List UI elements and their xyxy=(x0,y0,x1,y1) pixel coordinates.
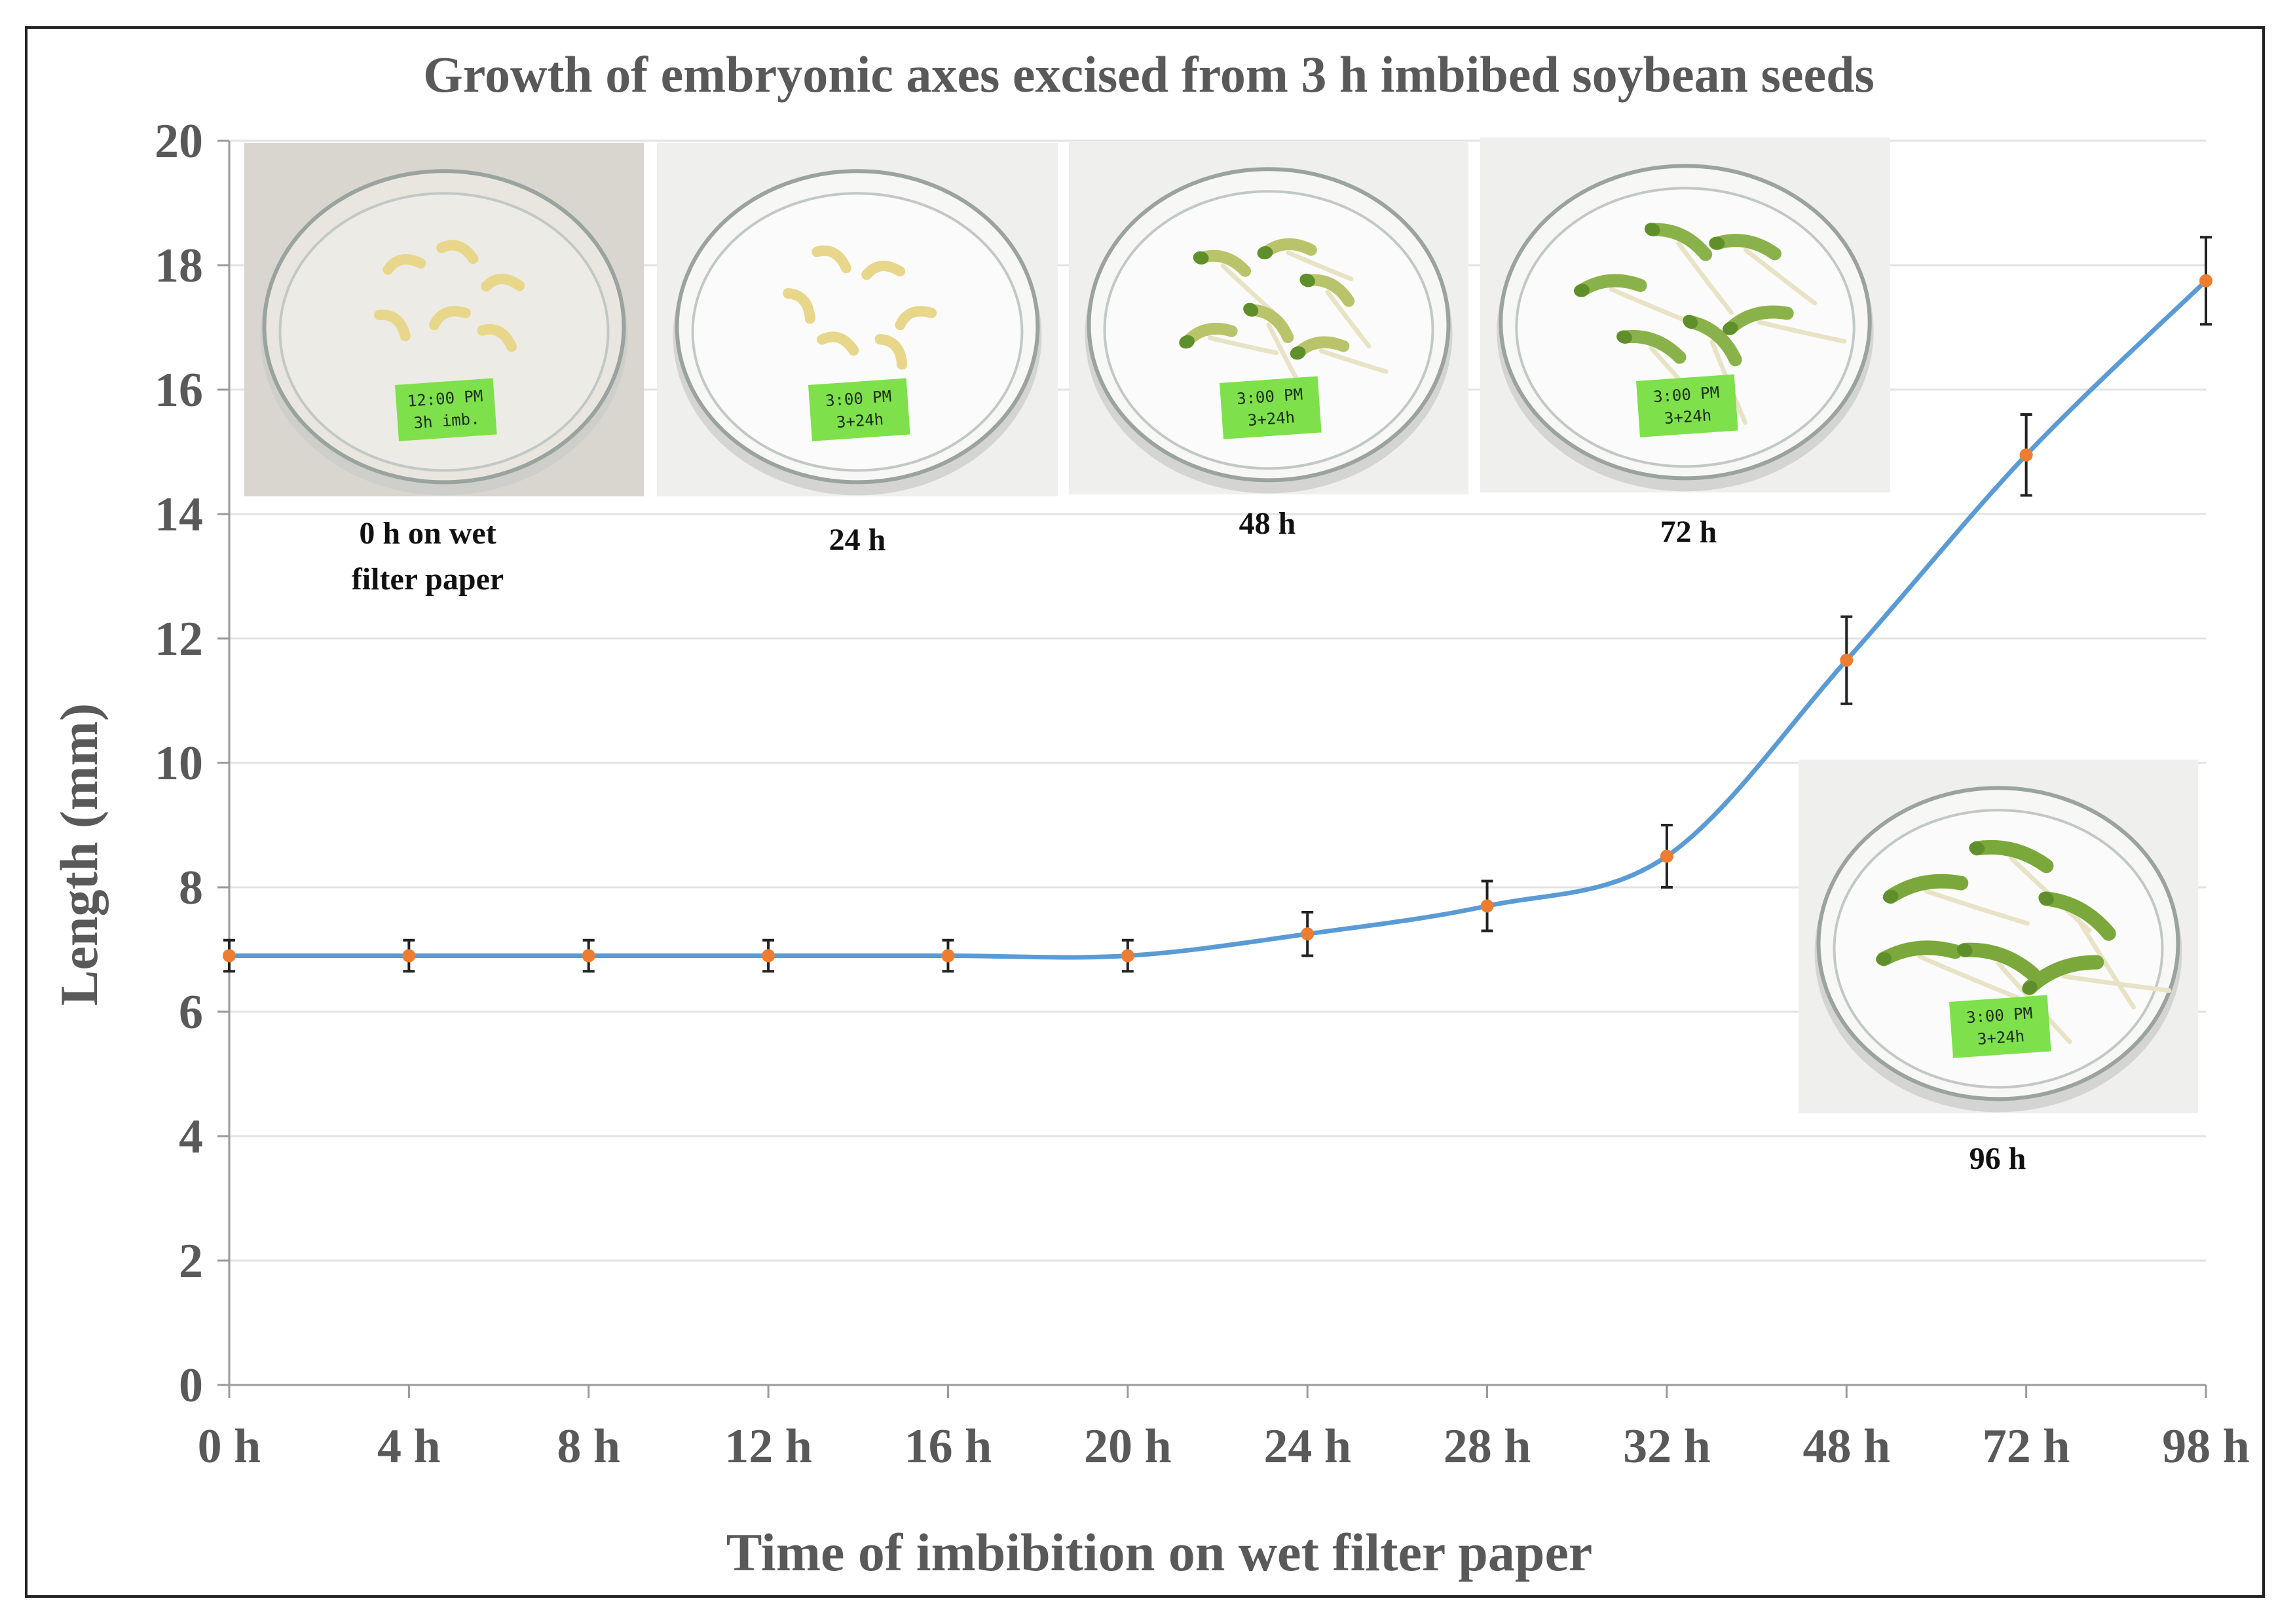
y-tick-label: 0 xyxy=(179,1359,203,1412)
photo-caption-48h: 48 h xyxy=(1169,501,1366,547)
x-tick-label: 98 h xyxy=(2162,1420,2250,1473)
petri-photo-96h: 3:00 PM 3+24h xyxy=(1799,760,2198,1113)
embryonic-axis xyxy=(1257,238,1354,282)
embryonic-axis xyxy=(1709,234,1818,306)
data-point xyxy=(1301,927,1315,941)
x-tick-label: 32 h xyxy=(1623,1420,1711,1473)
dish-label: 3:00 PM3+24h xyxy=(1220,376,1322,439)
data-point xyxy=(941,949,955,963)
petri-photo-24h: 3:00 PM 3+24h xyxy=(657,143,1058,496)
data-point xyxy=(402,949,416,963)
y-tick-label: 6 xyxy=(179,986,203,1039)
embryonic-axis xyxy=(817,331,859,356)
caption-line: filter paper xyxy=(351,561,504,597)
embryonic-axis xyxy=(436,240,479,265)
embryonic-axis xyxy=(783,288,815,324)
y-tick-label: 4 xyxy=(179,1110,203,1164)
embryonic-axis xyxy=(481,274,525,292)
dish-label: 3:00 PM3+24h xyxy=(808,378,910,441)
y-tick-label: 20 xyxy=(155,115,203,168)
data-point xyxy=(223,949,236,963)
x-tick-label: 16 h xyxy=(905,1420,992,1473)
embryonic-axis xyxy=(1574,274,1694,325)
label-text: 3+24h xyxy=(1247,408,1296,430)
caption-line: 48 h xyxy=(1239,506,1296,541)
embryonic-axis xyxy=(1722,305,1847,344)
y-tick-label: 14 xyxy=(155,488,203,542)
petri-dish-drawing: 3:00 PM3+24h xyxy=(1799,760,2198,1113)
label-text: 3+24h xyxy=(836,410,884,432)
embryonic-axis xyxy=(1290,336,1389,374)
figure-frame xyxy=(25,26,2265,1598)
x-axis: 0 h 4 h 8 h 12 h 16 h 20 h 24 h 28 h 32 h 48 h 72 … xyxy=(198,1384,2250,1473)
embryonic-axis xyxy=(895,306,937,331)
x-tick-label: 24 h xyxy=(1263,1420,1351,1473)
embryonic-axis xyxy=(1193,249,1275,314)
petri-photo-72h: 3:00 PM 3+24h xyxy=(1480,138,1890,492)
petri-photo-48h: 3:00 PM 3+24h xyxy=(1069,141,1468,494)
x-tick-label: 4 h xyxy=(377,1420,441,1473)
embryonic-axis xyxy=(874,334,908,370)
chart-title: Growth of embryonic axes excised from 3 … xyxy=(423,46,1875,103)
data-point xyxy=(1660,849,1673,863)
y-tick-label: 10 xyxy=(155,737,203,790)
caption-line: 24 h xyxy=(829,523,886,557)
data-point xyxy=(582,949,595,963)
caption-line: 72 h xyxy=(1660,515,1717,549)
y-tick-label: 18 xyxy=(155,239,203,293)
x-tick-label: 72 h xyxy=(1983,1420,2070,1473)
embryonic-axis xyxy=(2022,955,2172,995)
label-text: 3+24h xyxy=(1977,1027,2025,1048)
embryonic-axis xyxy=(812,245,851,274)
embryonic-axis xyxy=(2038,891,2136,1010)
x-tick-label: 12 h xyxy=(724,1420,812,1473)
embryonic-axis xyxy=(1299,273,1371,349)
x-tick-label: 28 h xyxy=(1444,1420,1531,1473)
caption-line: 0 h on wet xyxy=(359,516,496,551)
data-point xyxy=(1121,949,1134,963)
y-axis: 0 2 4 6 8 10 12 14 16 18 20 xyxy=(155,115,231,1412)
embryonic-axis xyxy=(1876,940,2021,1001)
embryonic-axis xyxy=(1882,874,2030,926)
embryonic-axis xyxy=(861,261,905,280)
embryonic-axis xyxy=(374,309,411,342)
x-axis-label: Time of imbibition on wet filter paper xyxy=(726,1522,1593,1582)
data-point xyxy=(1840,654,1854,667)
label-text: 3+24h xyxy=(1664,406,1712,428)
photo-caption-0h: 0 h on wet filter paper xyxy=(310,511,546,602)
embryonic-axis xyxy=(477,323,517,352)
petri-photo-0h: 12:00 PM 3h imb. xyxy=(244,143,644,496)
data-point xyxy=(2019,448,2033,462)
petri-dish-drawing: 3:00 PM3+24h xyxy=(1069,141,1468,494)
caption-line: 96 h xyxy=(1969,1141,2026,1176)
y-tick-label: 2 xyxy=(179,1234,203,1288)
dish-label: 3:00 PM3+24h xyxy=(1636,374,1738,437)
data-point xyxy=(2199,274,2212,287)
x-tick-label: 8 h xyxy=(557,1420,620,1473)
y-tick-label: 16 xyxy=(155,363,203,417)
x-tick-label: 0 h xyxy=(198,1420,261,1473)
petri-dish-drawing: 3:00 PM3+24h xyxy=(1480,138,1890,492)
y-tick-label: 12 xyxy=(155,612,203,666)
photo-caption-96h: 96 h xyxy=(1899,1136,2096,1182)
data-point xyxy=(762,949,775,963)
photo-caption-72h: 72 h xyxy=(1590,509,1787,555)
embryonic-axis xyxy=(429,306,471,331)
embryonic-axis xyxy=(1644,223,1734,315)
petri-dish-drawing: 3:00 PM3+24h xyxy=(657,143,1058,496)
series-length xyxy=(223,236,2212,973)
photo-caption-24h: 24 h xyxy=(759,517,956,563)
x-tick-label: 48 h xyxy=(1802,1420,1890,1473)
x-tick-label: 20 h xyxy=(1084,1420,1172,1473)
dish-label: 3:00 PM3+24h xyxy=(1949,995,2051,1058)
data-point xyxy=(1480,899,1494,913)
y-tick-label: 8 xyxy=(179,861,203,915)
embryonic-axis xyxy=(1179,322,1278,356)
y-axis-label: Length (mm) xyxy=(49,703,109,1006)
embryonic-axis xyxy=(382,254,426,275)
